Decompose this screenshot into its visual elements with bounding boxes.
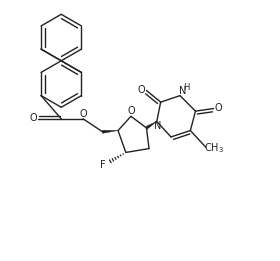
Text: CH$_3$: CH$_3$ xyxy=(204,142,224,156)
Polygon shape xyxy=(102,130,118,133)
Text: F: F xyxy=(100,160,106,170)
Text: N: N xyxy=(179,86,186,96)
Polygon shape xyxy=(146,121,157,130)
Text: O: O xyxy=(30,113,37,123)
Text: N: N xyxy=(154,121,161,131)
Text: O: O xyxy=(79,109,87,119)
Text: O: O xyxy=(214,103,222,113)
Text: H: H xyxy=(183,84,190,92)
Text: O: O xyxy=(138,85,146,95)
Text: O: O xyxy=(128,106,136,116)
